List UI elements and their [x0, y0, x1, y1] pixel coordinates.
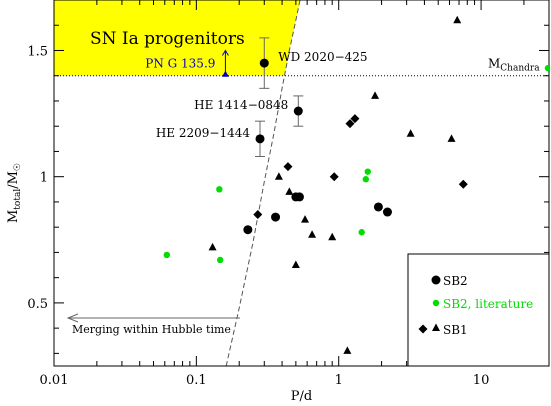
legend-label: SB2, literature [443, 297, 533, 311]
chandra-label-main: M [488, 57, 500, 71]
sb1-triangle-point [406, 129, 415, 137]
sb1-diamond-point [283, 162, 293, 172]
sb2-literature-circle-point [364, 168, 371, 175]
sn-ia-label: SN Ia progenitors [90, 29, 245, 49]
named-object-point [259, 58, 269, 68]
plot-frame [53, 0, 550, 367]
sb1-triangle-point [291, 260, 300, 269]
x-tick-label: 1 [335, 373, 343, 388]
y-tick-label: 0.5 [27, 297, 48, 312]
sb2-literature-circle-point [216, 186, 223, 193]
sb1-diamond-point [458, 179, 468, 189]
hubble-time-curve [225, 0, 301, 367]
sb1-diamond-point [345, 119, 355, 129]
sb2-circle-point [294, 192, 304, 202]
chandra-label: MChandra [488, 57, 540, 74]
y-axis-title-sub: total [13, 189, 23, 210]
legend-box [407, 253, 550, 367]
pn-g-arrow-head [221, 49, 229, 56]
legend-marker-diamond [418, 324, 428, 334]
chandra-label-sub: Chandra [500, 64, 540, 74]
hubble-arrow-head [66, 313, 79, 323]
y-tick-label: 1.5 [27, 44, 48, 59]
x-tick-label: 0.1 [186, 373, 207, 388]
sb2-circle-point [373, 202, 383, 212]
pn-g-triangle [221, 70, 229, 77]
named-object-label: HE 2209−1444 [156, 126, 251, 140]
annotations: WD 2020−425 HE 1414−0848 HE 2209−1444 SN Ia… [66, 29, 540, 336]
reference-lines [54, 0, 549, 367]
x-tick-label: 10 [473, 373, 490, 388]
named-object-point [255, 134, 265, 144]
sb1-triangle-point [447, 134, 456, 142]
y-axis-title-main: M [6, 210, 21, 223]
sb1-diamond-point [253, 210, 263, 220]
legend-marker-triangle [432, 323, 440, 331]
axes: 0.01 0.1 1 10 0.5 1 1.5 P/d Mtotal/M☉ [6, 0, 550, 404]
sb1-triangle-point [328, 232, 337, 241]
y-axis-title: Mtotal/M☉ [6, 163, 23, 223]
sb2-circle-point [382, 207, 392, 217]
sb2-literature-circle-point [216, 256, 224, 264]
legend: SB2 SB2, literature SB1 [407, 253, 550, 367]
sb1-diamond-point [329, 172, 339, 182]
sb2-literature-circle-point [544, 64, 549, 72]
legend-marker-circle [432, 299, 440, 307]
x-axis-title: P/d [291, 389, 312, 404]
sb1-triangle-point [308, 230, 317, 238]
sb1-triangle-point [285, 187, 294, 195]
legend-label: SB1 [443, 323, 468, 337]
sb2-literature-circle-point [163, 251, 171, 259]
sb1-triangle-point [274, 172, 283, 180]
hubble-label: Merging within Hubble time [72, 323, 231, 336]
sb1-triangle-point [208, 242, 217, 251]
named-object-label: WD 2020−425 [278, 50, 367, 64]
data-points [163, 15, 549, 354]
x-tick-label: 0.01 [40, 373, 69, 388]
pn-g-label: PN G 135.9 [145, 57, 215, 71]
sb2-circle-point [271, 212, 281, 222]
sb1-triangle-point [343, 346, 352, 354]
y-axis-title-sun: ☉ [13, 163, 23, 171]
named-object-label: HE 1414−0848 [194, 98, 288, 112]
sb2-literature-circle-point [362, 176, 370, 183]
sn-ia-region [54, 0, 301, 76]
legend-label: SB2 [443, 274, 468, 288]
named-object-point [293, 106, 303, 116]
sb1-triangle-point [371, 91, 380, 99]
y-tick-label: 1 [40, 171, 48, 186]
sb1-diamond-point [350, 114, 360, 124]
y-axis-title-tail: /M [6, 171, 21, 189]
sb1-triangle-point [301, 215, 310, 223]
sb2-literature-circle-point [358, 229, 365, 236]
sb1-triangle-point [453, 15, 462, 24]
sn-ia-region-fill [54, 0, 301, 76]
legend-marker-circle [431, 275, 441, 285]
sb2-circle-point [243, 225, 253, 235]
